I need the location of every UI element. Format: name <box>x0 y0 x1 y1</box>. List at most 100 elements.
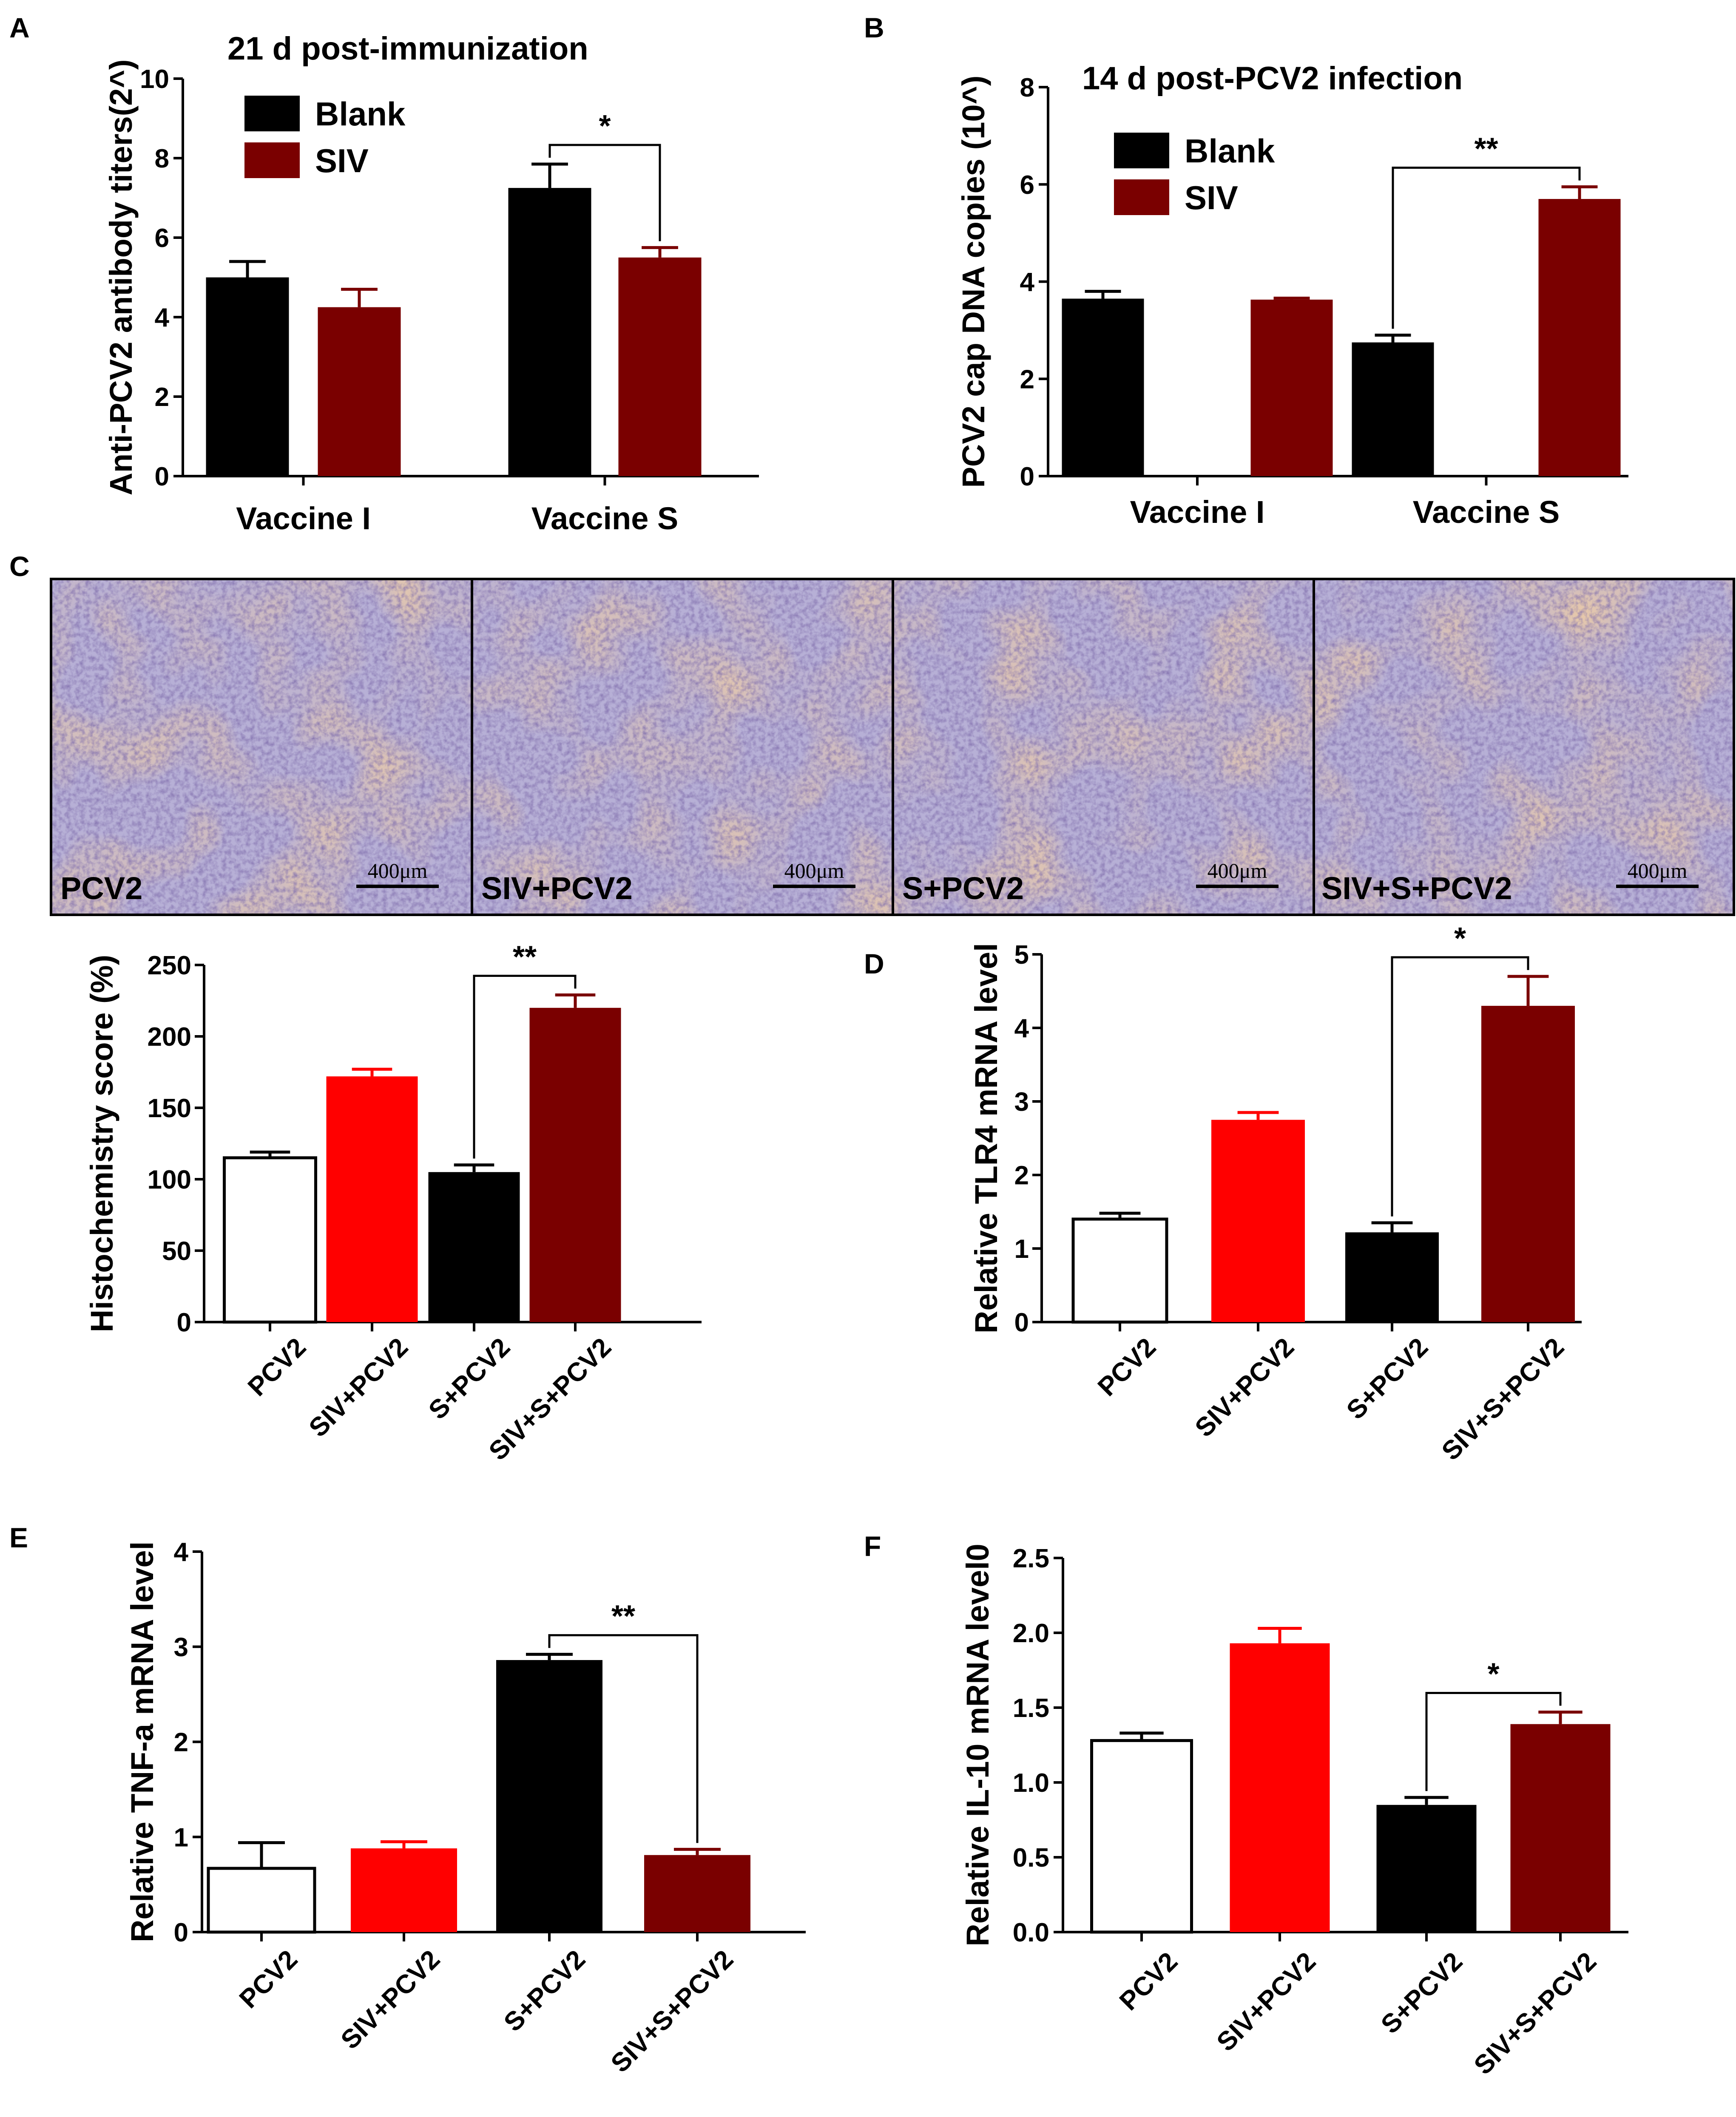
legend-swatch <box>1114 179 1169 215</box>
bar <box>351 1848 457 1932</box>
scale-bar-label: 400μm <box>784 859 844 883</box>
bar <box>618 257 702 476</box>
bar <box>1250 299 1333 476</box>
y-tick-label: 4 <box>155 303 170 332</box>
y-tick-label: 0 <box>1020 462 1034 491</box>
y-tick-label: 8 <box>1020 73 1034 102</box>
x-category-label: PCV2 <box>234 1944 303 2014</box>
panel-letter-c: C <box>9 551 30 582</box>
y-tick-label: 2 <box>1014 1161 1029 1190</box>
panel-letter-f: F <box>864 1530 881 1562</box>
micrograph-nuclei-overlay <box>51 579 472 915</box>
legend-label: Blank <box>1185 132 1275 170</box>
significance-label: * <box>1454 922 1466 956</box>
bar <box>1376 1805 1477 1932</box>
x-category-label: SIV+S+PCV2 <box>1469 1947 1602 2080</box>
y-tick-label: 0 <box>155 462 169 491</box>
bar <box>1510 1724 1611 1932</box>
legend-swatch <box>244 142 300 178</box>
x-category-label: S+PCV2 <box>1375 1947 1468 2039</box>
y-tick-label: 0 <box>174 1918 188 1947</box>
significance-label: ** <box>611 1600 635 1634</box>
micrograph-nuclei-overlay <box>472 579 893 915</box>
chart-f-il10-mrna: 0.0 0.5 1.0 1.5 2.0 2.5 Relative IL-10 mRNA le… <box>960 1544 1628 2080</box>
legend-label: SIV <box>315 142 369 179</box>
significance-bracket <box>548 1634 699 1843</box>
x-category-label: PCV2 <box>1092 1332 1162 1402</box>
bar <box>1090 1739 1193 1934</box>
y-tick-label: 2.5 <box>1013 1544 1049 1573</box>
scale-bar-label: 400μm <box>1208 859 1267 883</box>
significance-label: * <box>1487 1657 1499 1691</box>
bar <box>644 1855 750 1932</box>
bar <box>1538 199 1621 476</box>
bar <box>529 1007 621 1322</box>
bar <box>508 188 591 476</box>
significance-bracket <box>1392 166 1581 329</box>
bar <box>1071 1217 1168 1324</box>
y-tick-label: 0.5 <box>1013 1843 1049 1873</box>
x-category-label: Vaccine I <box>1130 494 1265 530</box>
legend-label: Blank <box>315 95 406 133</box>
y-tick-label: 150 <box>148 1094 191 1123</box>
bar <box>207 1867 316 1934</box>
y-tick-label: 250 <box>148 951 191 980</box>
micrograph-label: SIV+S+PCV2 <box>1321 871 1512 906</box>
x-category-label: S+PCV2 <box>423 1332 516 1425</box>
y-tick-label: 50 <box>162 1237 191 1266</box>
y-tick-label: 0 <box>177 1308 191 1337</box>
micrograph-siv-pcv2: SIV+PCV2 400μm <box>471 578 894 916</box>
significance-label: ** <box>1474 132 1498 166</box>
bar <box>206 277 289 476</box>
significance-label: ** <box>513 940 537 974</box>
y-tick-label: 8 <box>155 144 169 173</box>
y-tick-label: 2 <box>174 1728 188 1757</box>
bar <box>223 1156 317 1324</box>
chart-c-histochemistry-score: 0 50 100 150 200 250 Histochemistry score (%) P… <box>84 940 702 1466</box>
y-tick-label: 4 <box>1020 268 1035 297</box>
legend-swatch <box>244 96 300 131</box>
x-category-label: PCV2 <box>242 1332 312 1402</box>
x-category-label: S+PCV2 <box>1341 1332 1434 1425</box>
x-category-label: SIV+S+PCV2 <box>1436 1332 1570 1466</box>
panel-letter-e: E <box>9 1522 28 1553</box>
micrograph-frame <box>1313 578 1735 916</box>
x-category-label: SIV+PCV2 <box>335 1944 446 2055</box>
y-tick-label: 6 <box>155 224 169 253</box>
micrograph-pcv2: PCV2 400μm <box>50 578 473 916</box>
x-category-label: Vaccine I <box>236 501 371 536</box>
x-category-label: SIV+PCV2 <box>1190 1332 1300 1443</box>
y-axis-title: Relative TNF-a mRNA level <box>125 1541 160 1942</box>
y-tick-label: 0 <box>1014 1308 1029 1337</box>
y-axis-title: Histochemistry score (%) <box>84 955 119 1332</box>
bar <box>428 1172 520 1322</box>
bar <box>326 1076 418 1322</box>
bar <box>1345 1232 1439 1322</box>
chart-title: 21 d post-immunization <box>227 31 588 67</box>
panel-letter-d: D <box>864 948 884 979</box>
micrograph-label: PCV2 <box>60 871 142 906</box>
y-axis-title: PCV2 cap DNA copies (10^) <box>956 76 991 488</box>
x-category-label: SIV+S+PCV2 <box>605 1944 739 2078</box>
y-tick-label: 1 <box>1014 1234 1029 1264</box>
x-category-label: PCV2 <box>1114 1947 1183 2016</box>
chart-d-tlr4-mrna: 0 1 2 3 4 5 Relative TLR4 mRNA level PCV2 SIV+PC… <box>969 922 1582 1466</box>
significance-bracket <box>473 975 577 1159</box>
y-tick-label: 6 <box>1020 170 1034 200</box>
bar <box>1352 342 1434 476</box>
significance-bracket <box>1425 1692 1562 1791</box>
y-tick-label: 5 <box>1014 940 1029 970</box>
significance-label: * <box>599 109 611 143</box>
micrograph-label: S+PCV2 <box>902 871 1024 906</box>
y-tick-label: 0.0 <box>1013 1918 1049 1947</box>
micrograph-nuclei-overlay <box>893 579 1314 915</box>
y-tick-label: 2 <box>155 383 169 412</box>
y-axis-title: Anti-PCV2 antibody titers(2^) <box>103 60 139 496</box>
bar <box>1230 1643 1330 1932</box>
chart-e-tnf-mrna: 0 1 2 3 4 Relative TNF-a mRNA level PCV2 SIV+PC… <box>125 1538 806 2078</box>
bar <box>318 307 401 476</box>
scale-bar-label: 400μm <box>368 859 428 883</box>
y-tick-label: 10 <box>140 65 169 94</box>
y-tick-label: 3 <box>174 1633 188 1662</box>
